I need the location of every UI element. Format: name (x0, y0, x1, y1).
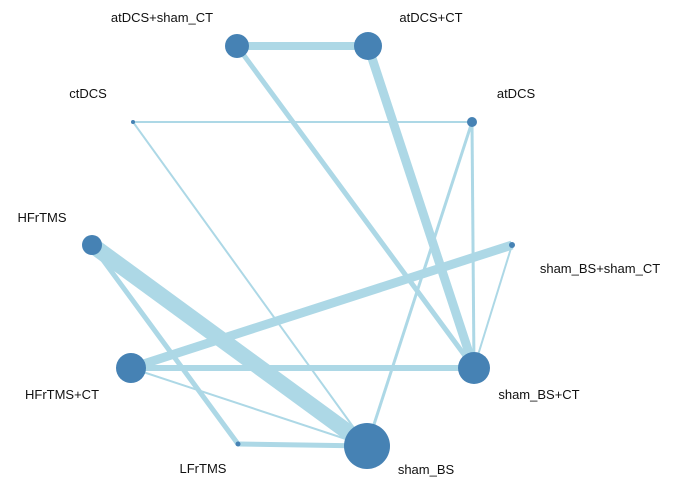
node-sham-bs-plus-ct (458, 352, 490, 384)
edge-hfrtms-plus-ct-to-sham-bs-plus-sham-ct (129, 240, 514, 373)
edge-hfrtms-plus-ct-to-sham-bs (130, 367, 368, 447)
edge-atdcs-to-sham-bs (365, 121, 474, 447)
node-hfrtms-plus-ct (116, 353, 146, 383)
edge-sham-bs-plus-sham-ct-to-sham-bs-plus-ct (473, 244, 513, 369)
edge-ctdcs-to-sham-bs (132, 121, 368, 447)
node-atdcs-plus-ct (354, 32, 382, 60)
node-lfrtms (235, 441, 241, 447)
label-hfrtms: HFrTMS (17, 210, 66, 225)
node-hfrtms (82, 235, 102, 255)
edge-hfrtms-to-lfrtms (89, 243, 241, 446)
node-atdcs-plus-sham-ct (225, 34, 249, 58)
label-hfrtms-plus-ct: HFrTMS+CT (25, 387, 99, 402)
node-ctdcs (131, 120, 135, 124)
label-atdcs-plus-sham-ct: atDCS+sham_CT (111, 10, 213, 25)
node-sham-bs-plus-sham-ct (509, 242, 515, 248)
node-atdcs (467, 117, 477, 127)
edge-atdcs-plus-ct-to-sham-bs-plus-ct (363, 44, 479, 370)
label-sham-bs-plus-ct: sham_BS+CT (498, 387, 579, 402)
label-atdcs: atDCS (497, 86, 536, 101)
edge-atdcs-to-sham-bs-plus-ct (470, 121, 476, 369)
label-sham-bs-plus-sham-ct: sham_BS+sham_CT (540, 261, 660, 276)
nodes-layer (82, 32, 515, 469)
label-lfrtms: LFrTMS (180, 461, 227, 476)
label-atdcs-plus-ct: atDCS+CT (399, 10, 462, 25)
label-ctdcs: ctDCS (69, 86, 107, 101)
labels-layer: atDCS+sham_CT atDCS+CT ctDCS atDCS HFrTMS sha… (17, 10, 660, 477)
label-sham-bs: sham_BS (398, 462, 455, 477)
edges-layer (87, 42, 514, 453)
edge-atdcs-plus-sham-ct-to-sham-bs-plus-ct (234, 44, 477, 370)
node-sham-bs (344, 423, 390, 469)
edge-hfrtms-to-sham-bs (87, 238, 372, 453)
